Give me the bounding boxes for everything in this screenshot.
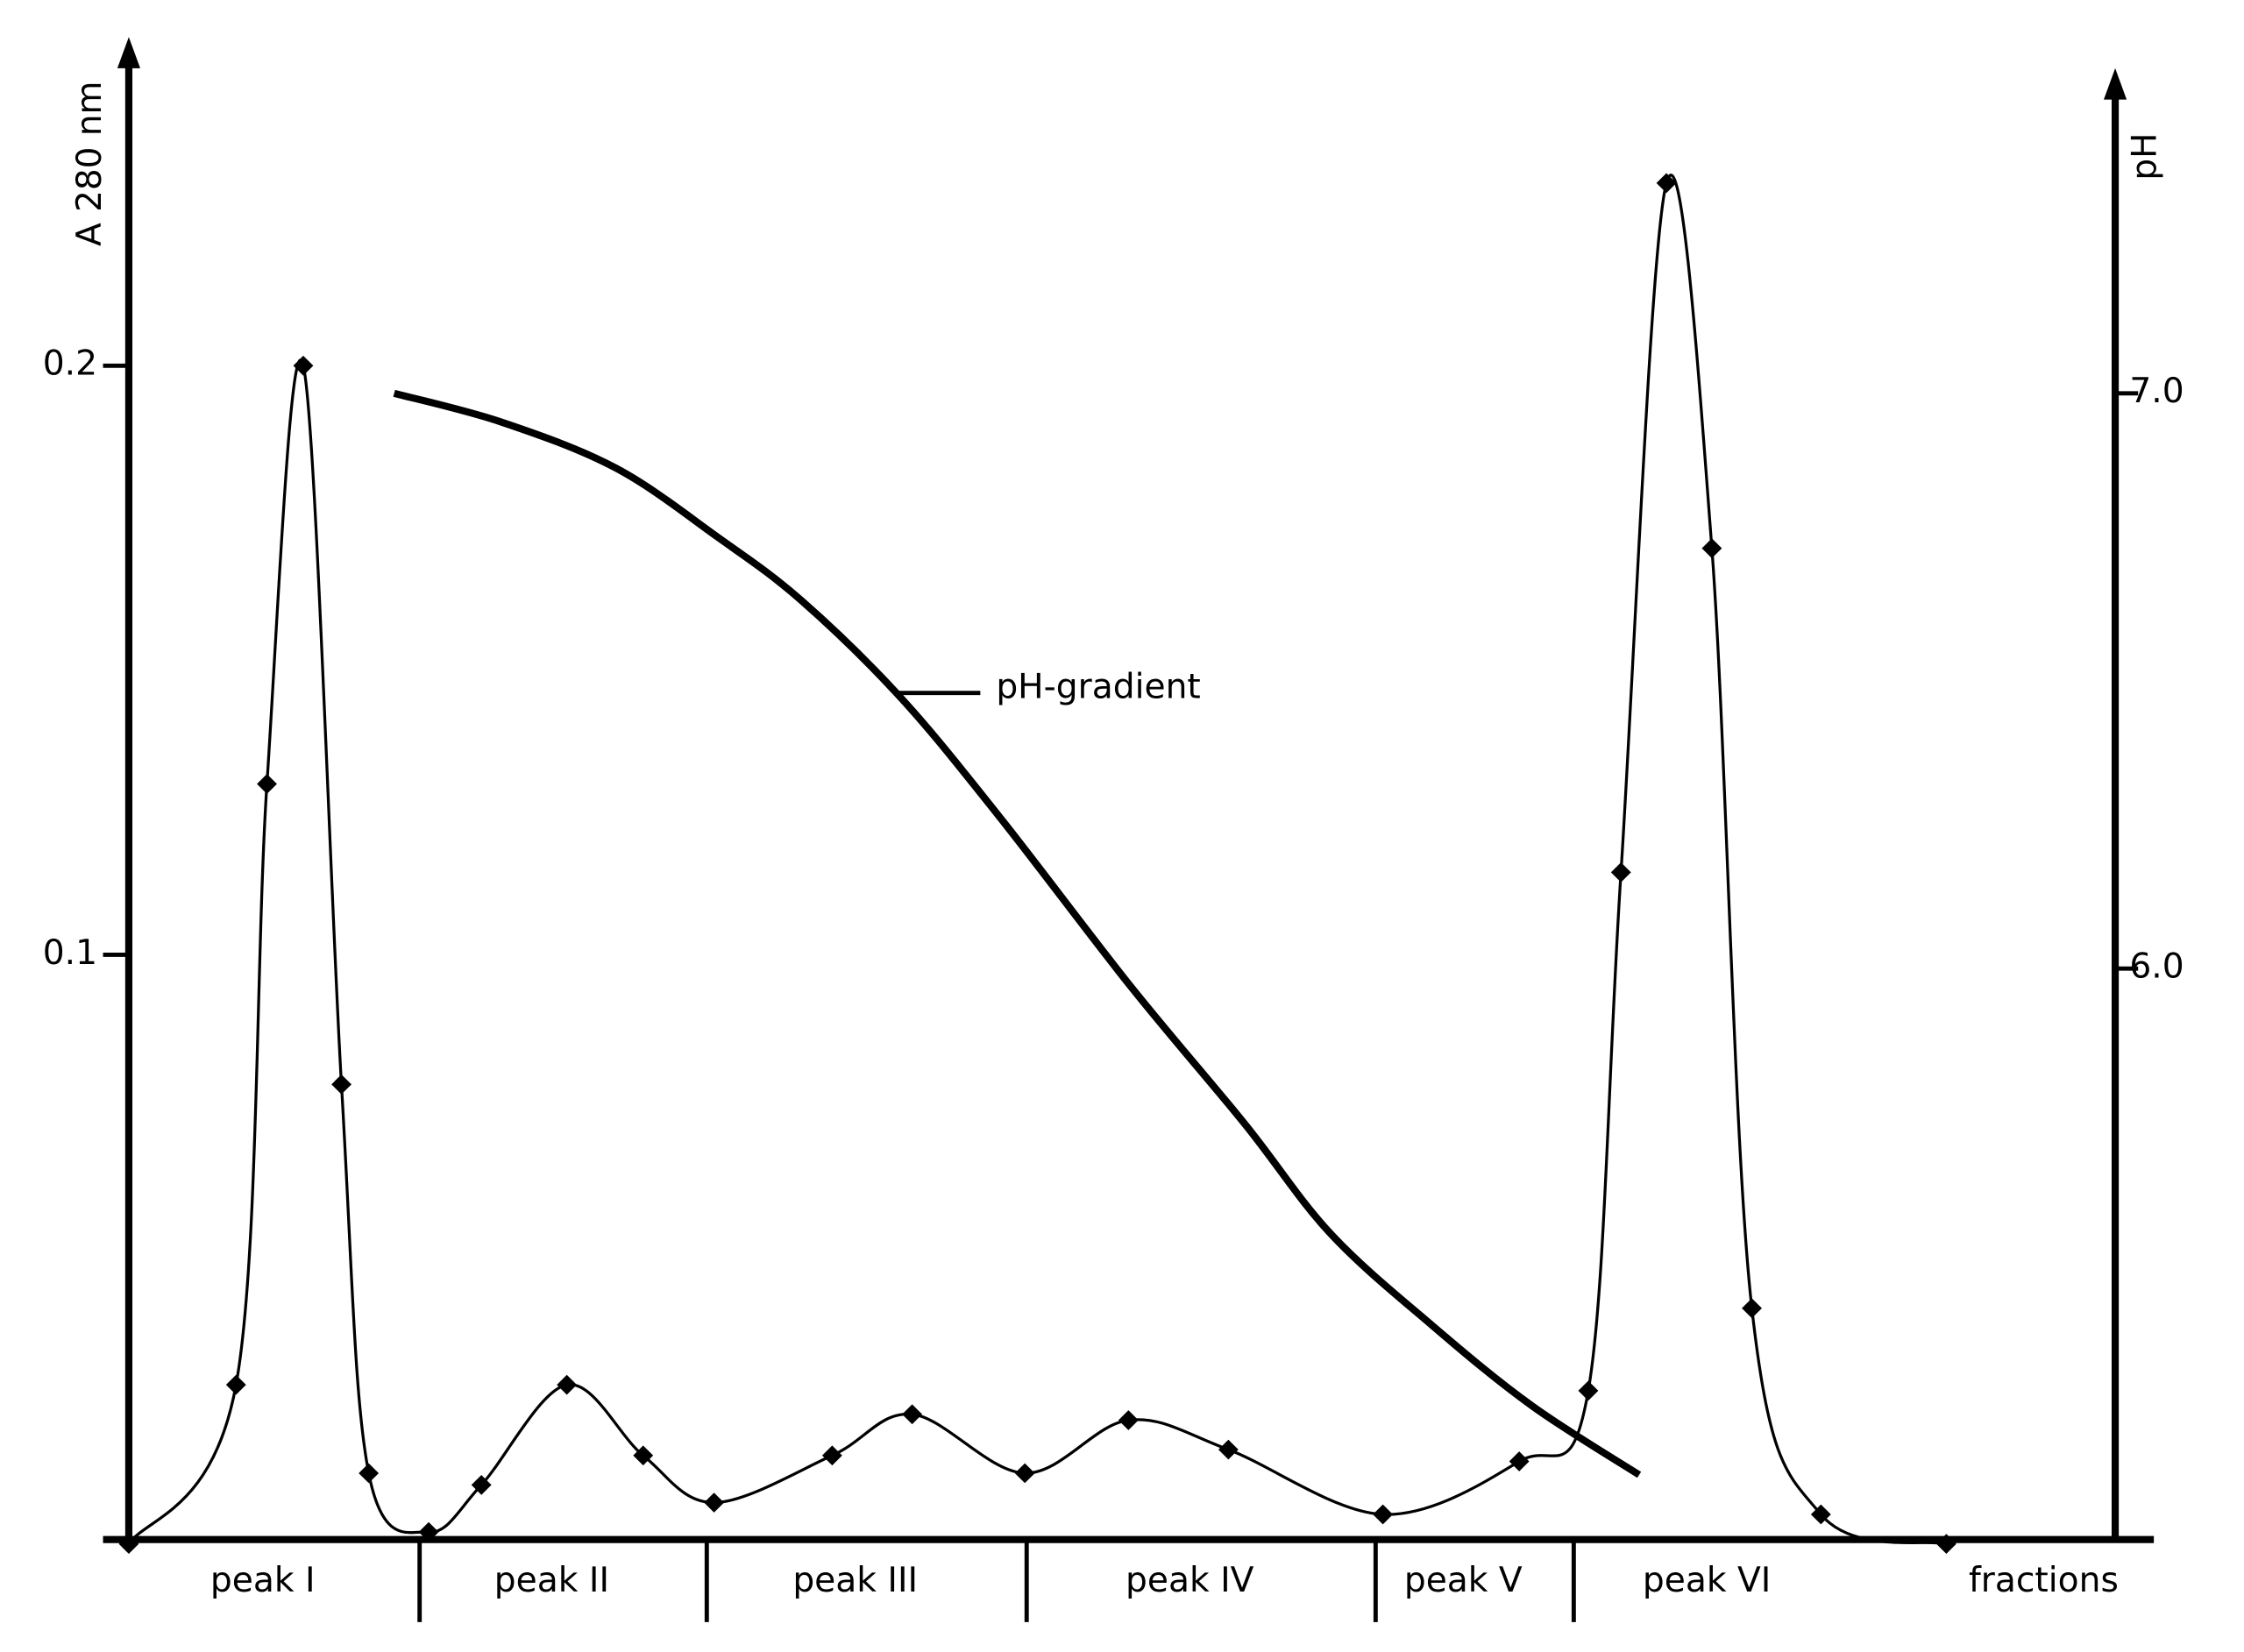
data-marker [1610, 861, 1631, 883]
region-label: peak V [1404, 1561, 1523, 1600]
region-label: peak IV [1126, 1561, 1254, 1600]
region-label: peak VI [1643, 1561, 1771, 1600]
data-marker [257, 774, 277, 794]
data-marker [557, 1374, 578, 1395]
data-marker [821, 1445, 842, 1466]
data-marker [1118, 1410, 1139, 1430]
series-line [393, 389, 1642, 1478]
data-marker [418, 1521, 439, 1542]
data-marker [1509, 1451, 1530, 1471]
data-marker [1373, 1504, 1394, 1525]
data-marker [359, 1463, 380, 1484]
axes [103, 56, 2155, 1543]
y2-axis-label: pH [2125, 133, 2164, 181]
series-line [127, 174, 1947, 1546]
y2-tick-label: 7.0 [2129, 372, 2184, 411]
data-marker [293, 355, 314, 376]
data-marker [1656, 173, 1677, 194]
data-marker [331, 1074, 352, 1095]
y2-axis-arrow [2104, 67, 2127, 100]
data-marker [1810, 1504, 1831, 1525]
region-label: peak I [210, 1561, 316, 1600]
y-axis-label: A 280 nm [70, 82, 110, 246]
y-tick-label: 0.1 [43, 933, 97, 973]
data-marker [1578, 1380, 1599, 1401]
x-axis-label: fractions [1969, 1561, 2119, 1600]
y-tick-label: 0.2 [43, 344, 97, 384]
data-marker [118, 1534, 139, 1554]
region-label: peak II [494, 1561, 609, 1600]
data-marker [1742, 1298, 1762, 1319]
data-marker [1014, 1463, 1035, 1484]
annotation: pH-gradient [996, 667, 1200, 706]
data-marker [1935, 1534, 1956, 1554]
data-marker [704, 1492, 725, 1513]
y2-tick-label: 6.0 [2129, 947, 2184, 987]
data-marker [902, 1404, 923, 1425]
data-marker [471, 1475, 492, 1495]
data-marker [1218, 1439, 1239, 1460]
region-label: peak III [792, 1561, 918, 1600]
data-marker [633, 1445, 654, 1466]
data-marker [1701, 538, 1722, 559]
y-axis-arrow [117, 37, 140, 68]
data-marker [225, 1374, 246, 1395]
